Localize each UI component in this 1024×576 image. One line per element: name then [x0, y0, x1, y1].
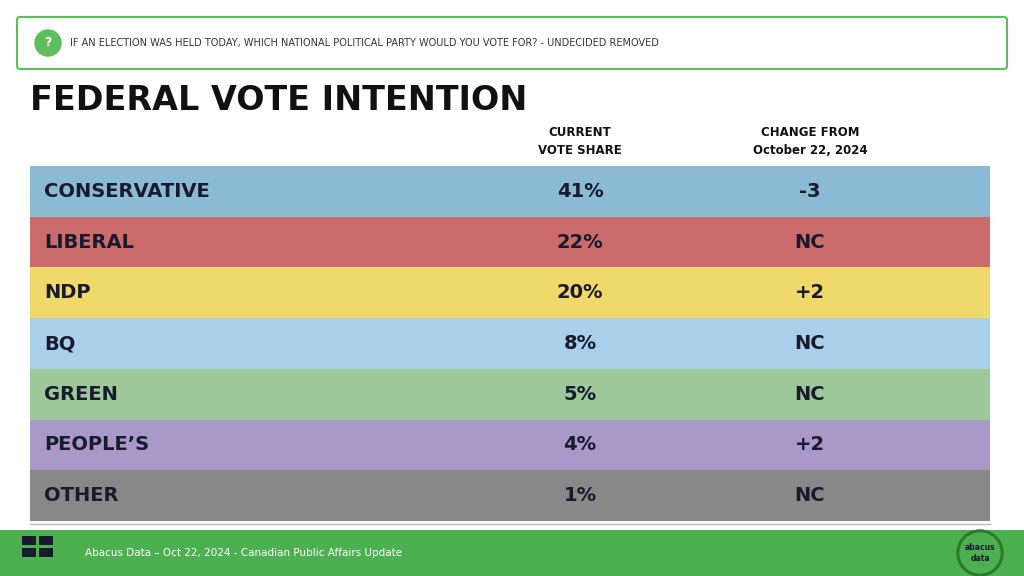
Text: -3: -3 — [800, 182, 821, 201]
Circle shape — [961, 533, 1000, 573]
Text: NC: NC — [795, 233, 825, 252]
Bar — [30, 470, 990, 521]
Text: CHANGE FROM
October 22, 2024: CHANGE FROM October 22, 2024 — [753, 126, 867, 157]
Text: 8%: 8% — [563, 334, 597, 353]
Bar — [22, 548, 36, 557]
Text: 22%: 22% — [557, 233, 603, 252]
Text: 1%: 1% — [563, 486, 597, 505]
Text: CONSERVATIVE: CONSERVATIVE — [44, 182, 210, 201]
Text: FEDERAL VOTE INTENTION: FEDERAL VOTE INTENTION — [30, 85, 527, 118]
Text: ?: ? — [44, 36, 51, 50]
Text: 20%: 20% — [557, 283, 603, 302]
Text: 5%: 5% — [563, 385, 597, 404]
Text: NC: NC — [795, 334, 825, 353]
Text: IF AN ELECTION WAS HELD TODAY, WHICH NATIONAL POLITICAL PARTY WOULD YOU VOTE FOR: IF AN ELECTION WAS HELD TODAY, WHICH NAT… — [70, 38, 658, 48]
Text: NC: NC — [795, 385, 825, 404]
Text: 4%: 4% — [563, 435, 597, 454]
Bar — [30, 318, 990, 369]
Bar — [39, 548, 53, 557]
Circle shape — [957, 530, 1002, 576]
Text: Abacus Data – Oct 22, 2024 - Canadian Public Affairs Update: Abacus Data – Oct 22, 2024 - Canadian Pu… — [85, 548, 402, 558]
Text: +2: +2 — [795, 283, 825, 302]
Text: abacus
data: abacus data — [965, 543, 995, 563]
Bar — [0, 530, 1024, 576]
Bar — [30, 419, 990, 470]
Bar — [22, 536, 36, 545]
Text: +2: +2 — [795, 435, 825, 454]
Text: PEOPLE’S: PEOPLE’S — [44, 435, 150, 454]
Circle shape — [35, 30, 61, 56]
Bar — [30, 267, 990, 318]
Text: 41%: 41% — [557, 182, 603, 201]
Bar — [30, 166, 990, 217]
Text: OTHER: OTHER — [44, 486, 119, 505]
Text: GREEN: GREEN — [44, 385, 118, 404]
Bar — [30, 217, 990, 267]
Text: CURRENT
VOTE SHARE: CURRENT VOTE SHARE — [539, 126, 622, 157]
Text: NC: NC — [795, 486, 825, 505]
Text: LIBERAL: LIBERAL — [44, 233, 134, 252]
Text: BQ: BQ — [44, 334, 76, 353]
Bar — [30, 369, 990, 419]
Bar — [39, 536, 53, 545]
FancyBboxPatch shape — [17, 17, 1007, 69]
Text: NDP: NDP — [44, 283, 90, 302]
